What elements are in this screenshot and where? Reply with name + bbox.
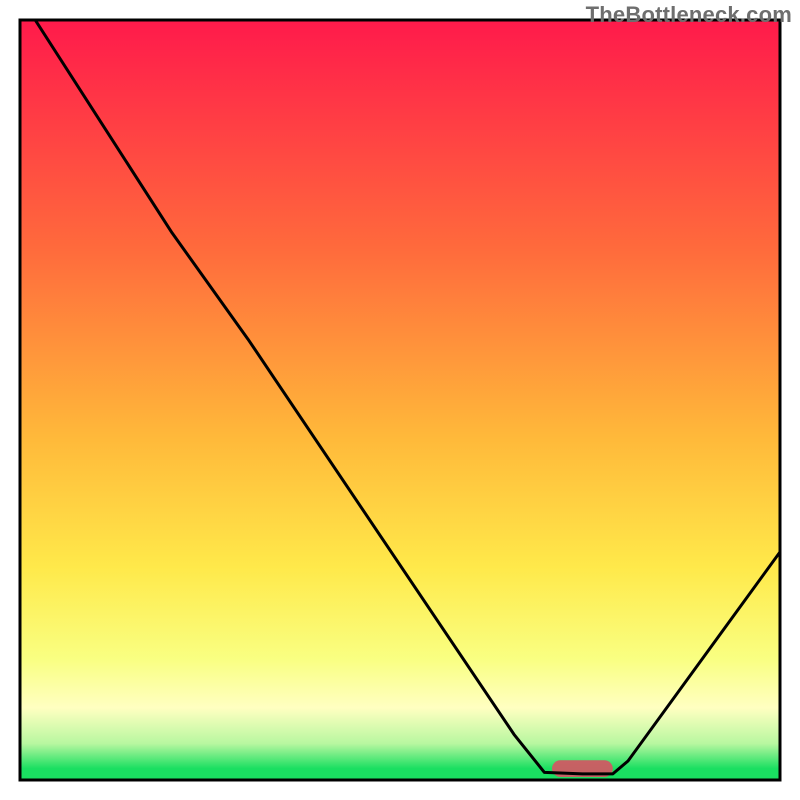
gradient-background [20,20,780,780]
bottleneck-chart [0,0,800,800]
watermark-text: TheBottleneck.com [586,2,792,28]
chart-frame [0,0,800,800]
